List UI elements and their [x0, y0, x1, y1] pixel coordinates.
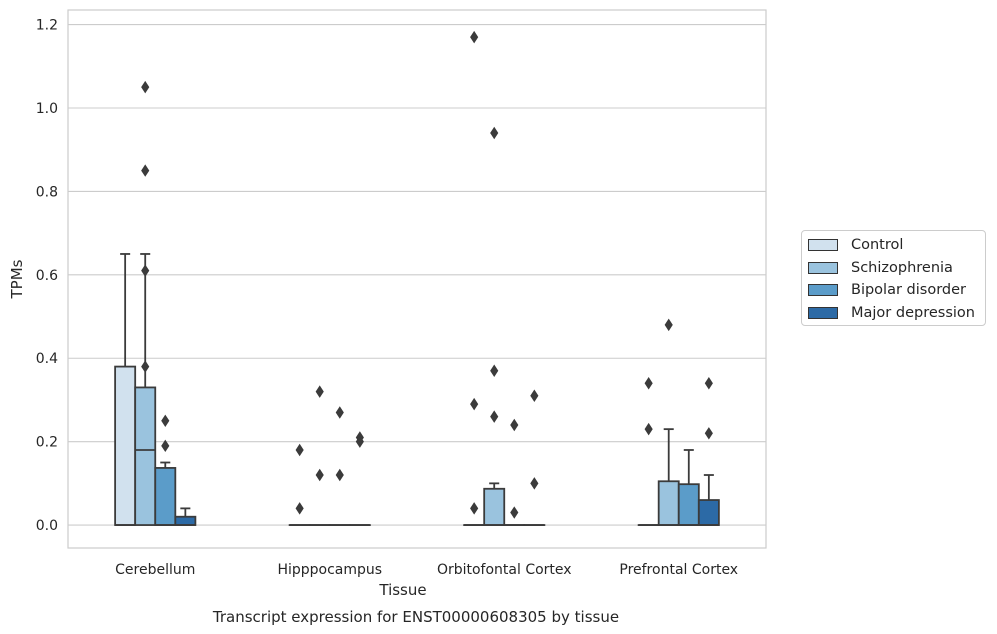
x-tick-labels: Cerebellum Hipppocampus Orbitofontal Corte…	[115, 562, 738, 578]
y-tick-label: 0.0	[36, 518, 58, 534]
grid-lines	[68, 24, 766, 526]
outlier-point	[295, 502, 304, 515]
plot-frame	[67, 9, 767, 549]
legend-label-control: Control	[851, 237, 904, 253]
outlier-point	[490, 410, 499, 423]
outlier-point	[335, 406, 344, 419]
legend-label-schizophrenia: Schizophrenia	[851, 260, 953, 276]
box	[114, 365, 137, 526]
y-tick-label: 0.4	[36, 351, 58, 367]
legend-item-major-depression: Major depression	[808, 302, 975, 324]
box-plot	[523, 389, 546, 526]
box-plot	[114, 253, 137, 526]
outlier-point	[530, 477, 539, 490]
legend: Control Schizophrenia Bipolar disorder M…	[801, 230, 986, 326]
box-plots	[114, 30, 720, 526]
box-plot	[503, 418, 526, 526]
outlier-point	[470, 30, 479, 44]
legend-swatch-control	[808, 239, 838, 251]
box-plot	[154, 414, 177, 526]
outlier-point	[470, 397, 479, 411]
x-axis-label: Tissue	[378, 581, 426, 599]
box-plot	[657, 318, 680, 526]
x-tick-label: Hipppocampus	[277, 562, 382, 578]
outlier-point	[510, 506, 519, 519]
outlier-point	[644, 422, 653, 436]
x-tick-label: Orbitofontal Cortex	[437, 562, 572, 578]
box-plot	[483, 126, 506, 526]
y-tick-label: 0.6	[36, 268, 58, 284]
y-tick-labels: 0.0 0.2 0.4 0.6 0.8 1.0 1.2	[36, 18, 58, 534]
box	[657, 480, 680, 526]
outlier-point	[704, 427, 713, 440]
box	[134, 386, 157, 526]
chart-title: Transcript expression for ENST0000060830…	[212, 608, 619, 626]
box	[677, 483, 700, 526]
outlier-point	[644, 377, 653, 390]
outlier-point	[141, 360, 150, 373]
outlier-point	[161, 414, 170, 428]
outlier-point	[141, 264, 150, 277]
outlier-point	[490, 364, 499, 377]
outlier-point	[355, 435, 364, 448]
legend-item-control: Control	[808, 234, 903, 256]
outlier-point	[664, 318, 673, 332]
outlier-point	[470, 502, 479, 515]
outlier-point	[530, 389, 539, 403]
y-axis-label: TPMs	[8, 259, 26, 299]
y-tick-label: 1.0	[36, 101, 58, 117]
outlier-point	[335, 468, 344, 482]
outlier-point	[141, 164, 150, 177]
box	[483, 487, 506, 526]
box	[154, 467, 177, 526]
box-plot	[697, 377, 720, 526]
box-plot	[637, 377, 660, 526]
box-plot	[328, 406, 351, 526]
outlier-point	[490, 126, 499, 140]
legend-swatch-schizophrenia	[808, 262, 838, 274]
legend-swatch-major-depression	[808, 307, 838, 319]
x-tick-label: Cerebellum	[115, 562, 195, 578]
outlier-point	[295, 443, 304, 457]
outlier-point	[141, 80, 150, 94]
box-plot	[308, 385, 331, 526]
box	[174, 515, 197, 526]
box-plot	[134, 80, 157, 526]
outlier-point	[510, 418, 519, 432]
legend-swatch-bipolar-disorder	[808, 284, 838, 296]
x-tick-label: Prefrontal Cortex	[619, 562, 738, 578]
outlier-point	[161, 439, 170, 453]
outlier-point	[315, 385, 324, 398]
outlier-point	[704, 377, 713, 390]
y-tick-label: 0.2	[36, 435, 58, 451]
y-tick-label: 1.2	[36, 18, 58, 34]
box-plot	[677, 449, 700, 526]
box-plot	[348, 431, 371, 526]
box-plot	[463, 30, 486, 526]
y-tick-label: 0.8	[36, 184, 58, 200]
box-plot	[174, 507, 197, 526]
outlier-point	[315, 468, 324, 482]
legend-label-bipolar-disorder: Bipolar disorder	[851, 282, 966, 298]
legend-item-schizophrenia: Schizophrenia	[808, 257, 953, 279]
legend-label-major-depression: Major depression	[851, 305, 975, 321]
box-plot	[288, 443, 311, 526]
box	[697, 499, 720, 526]
legend-item-bipolar-disorder: Bipolar disorder	[808, 279, 966, 301]
